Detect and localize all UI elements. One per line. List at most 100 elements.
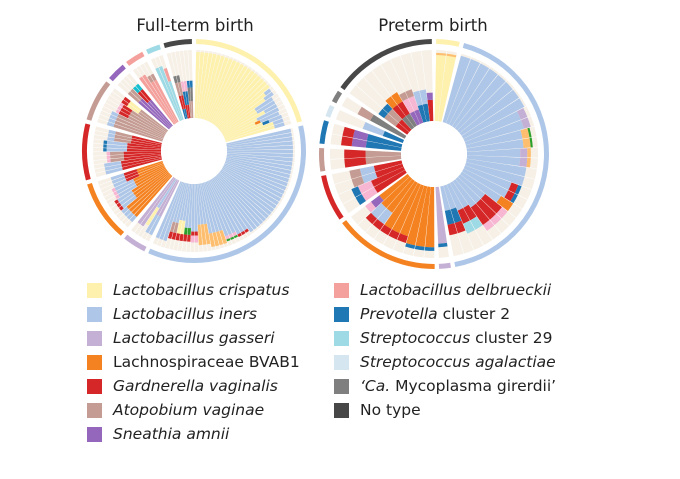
bar-segment-cr [213, 70, 255, 125]
legend-swatch [334, 402, 349, 418]
bar-segment-pe [527, 148, 531, 158]
bar-segment-in [466, 139, 524, 152]
bar-segment-in [182, 183, 190, 221]
bar-segment-gv [470, 203, 490, 226]
bar-segment-gv [365, 212, 378, 225]
bar-segment-in [259, 111, 280, 123]
bar-segment-pv [182, 108, 187, 120]
bar-segment-in [202, 182, 220, 233]
bar-segment-gv [125, 173, 140, 182]
bar-segment-pe [209, 233, 216, 248]
bar-segment-la [138, 163, 164, 177]
bar-segment-av [384, 113, 399, 127]
bar-segment-cr [221, 108, 257, 134]
bar-segment-av [115, 117, 164, 139]
bar-segment-pv [405, 243, 416, 249]
bar-segment-pk [361, 187, 378, 201]
legend-label-italic: Lactobacillus iners [113, 305, 257, 323]
bar-segment-in [226, 149, 293, 154]
bar-segment-gv [370, 166, 406, 187]
bar-segment-gv [504, 190, 515, 202]
bar-segment-pv [189, 80, 193, 88]
bar-segment-gv [140, 88, 152, 102]
legend-label: Sneathia amnii [113, 425, 229, 443]
bar-segment-in [465, 162, 525, 186]
bar-segment-in [218, 172, 269, 219]
legend-label-italic: ‘Ca. [360, 377, 391, 395]
bar-segment-gv [481, 193, 502, 214]
bar-segment-in [226, 136, 293, 148]
bar-segment-la [386, 178, 415, 213]
bar-segment-gv [179, 233, 184, 242]
bar-segment-in [207, 180, 236, 234]
bar-segment-cr [217, 81, 267, 129]
bar-segment-in [463, 165, 512, 191]
bar-segment-in [172, 182, 186, 223]
chart-title-full-term: Full-term birth [136, 16, 254, 35]
bar-segment-av [147, 75, 154, 83]
bar-segment-in [419, 89, 428, 105]
bar-segment-mg [190, 87, 193, 102]
bar-segment-av [127, 91, 140, 103]
bar-segment-sa [414, 109, 424, 125]
bar-segment-gv [171, 232, 177, 240]
bar-segment-mg [370, 114, 407, 139]
bar-segment-gv [120, 155, 162, 164]
bar-segment-pk [225, 235, 230, 240]
bar-segment-s29 [168, 80, 184, 121]
bar-segment-gv [123, 151, 162, 155]
bar-segment-in [211, 178, 248, 231]
bar-segment-pk [115, 194, 120, 200]
bar-segment-in [226, 154, 293, 166]
bar-segment-la [425, 186, 435, 248]
bar-segment-cr [145, 206, 160, 226]
bar-segment-in [126, 212, 134, 220]
group-ring-av [318, 147, 326, 172]
bar-segment-gv [397, 101, 410, 117]
bar-segment-in [466, 158, 527, 177]
bar-segment-av [110, 154, 124, 159]
legend-item-nt: No type [334, 400, 421, 420]
bar-segment-in [224, 162, 287, 191]
bar-segment-s29 [463, 220, 475, 234]
bar-segment-la [135, 170, 169, 198]
legend-label: Atopobium vaginae [113, 401, 264, 419]
legend-swatch [334, 330, 349, 346]
bar-segment-la [133, 164, 165, 182]
bar-segment-av [130, 88, 143, 101]
bar-segment-la [385, 96, 398, 109]
bar-segment-gv [123, 154, 162, 161]
legend-swatch [87, 426, 102, 442]
bar-segment-mg [176, 75, 181, 83]
bar-segment-av [127, 115, 166, 137]
bar-segment-ld [142, 74, 177, 124]
bar-segment-pv [382, 131, 405, 144]
bar-segment-in [104, 161, 122, 167]
bar-segment-pk [106, 151, 111, 156]
bar-segment-la [496, 195, 514, 212]
bar-segment-mg [405, 113, 418, 128]
bar-segment-av [191, 101, 194, 119]
bar-segment-cr [201, 54, 221, 120]
bar-segment-pk [183, 81, 188, 92]
bar-segment-ga [435, 186, 447, 244]
group-ring-sag [325, 105, 335, 118]
bar-segment-in [226, 157, 292, 175]
bar-segment-sa [426, 92, 433, 101]
bar-segment-ld [150, 81, 178, 124]
bar-segment-ga [158, 179, 180, 218]
legend-swatch [87, 354, 102, 370]
bar-segment-in [226, 128, 292, 145]
bar-segment-pk [408, 95, 419, 112]
bar-segment-in [145, 214, 159, 234]
bar-segment-in [155, 181, 182, 239]
bar-segment-gv [131, 135, 162, 145]
bar-segment-in [452, 179, 476, 208]
legend-label: Lactobacillus crispatus [113, 281, 289, 299]
bar-segment-pk [111, 187, 117, 193]
bar-segment-gv [175, 233, 180, 241]
bar-segment-gv [194, 231, 198, 236]
bar-segment-cr [210, 65, 248, 124]
group-ring-sa [109, 64, 126, 82]
legend-item-av: Atopobium vaginae [87, 400, 264, 420]
